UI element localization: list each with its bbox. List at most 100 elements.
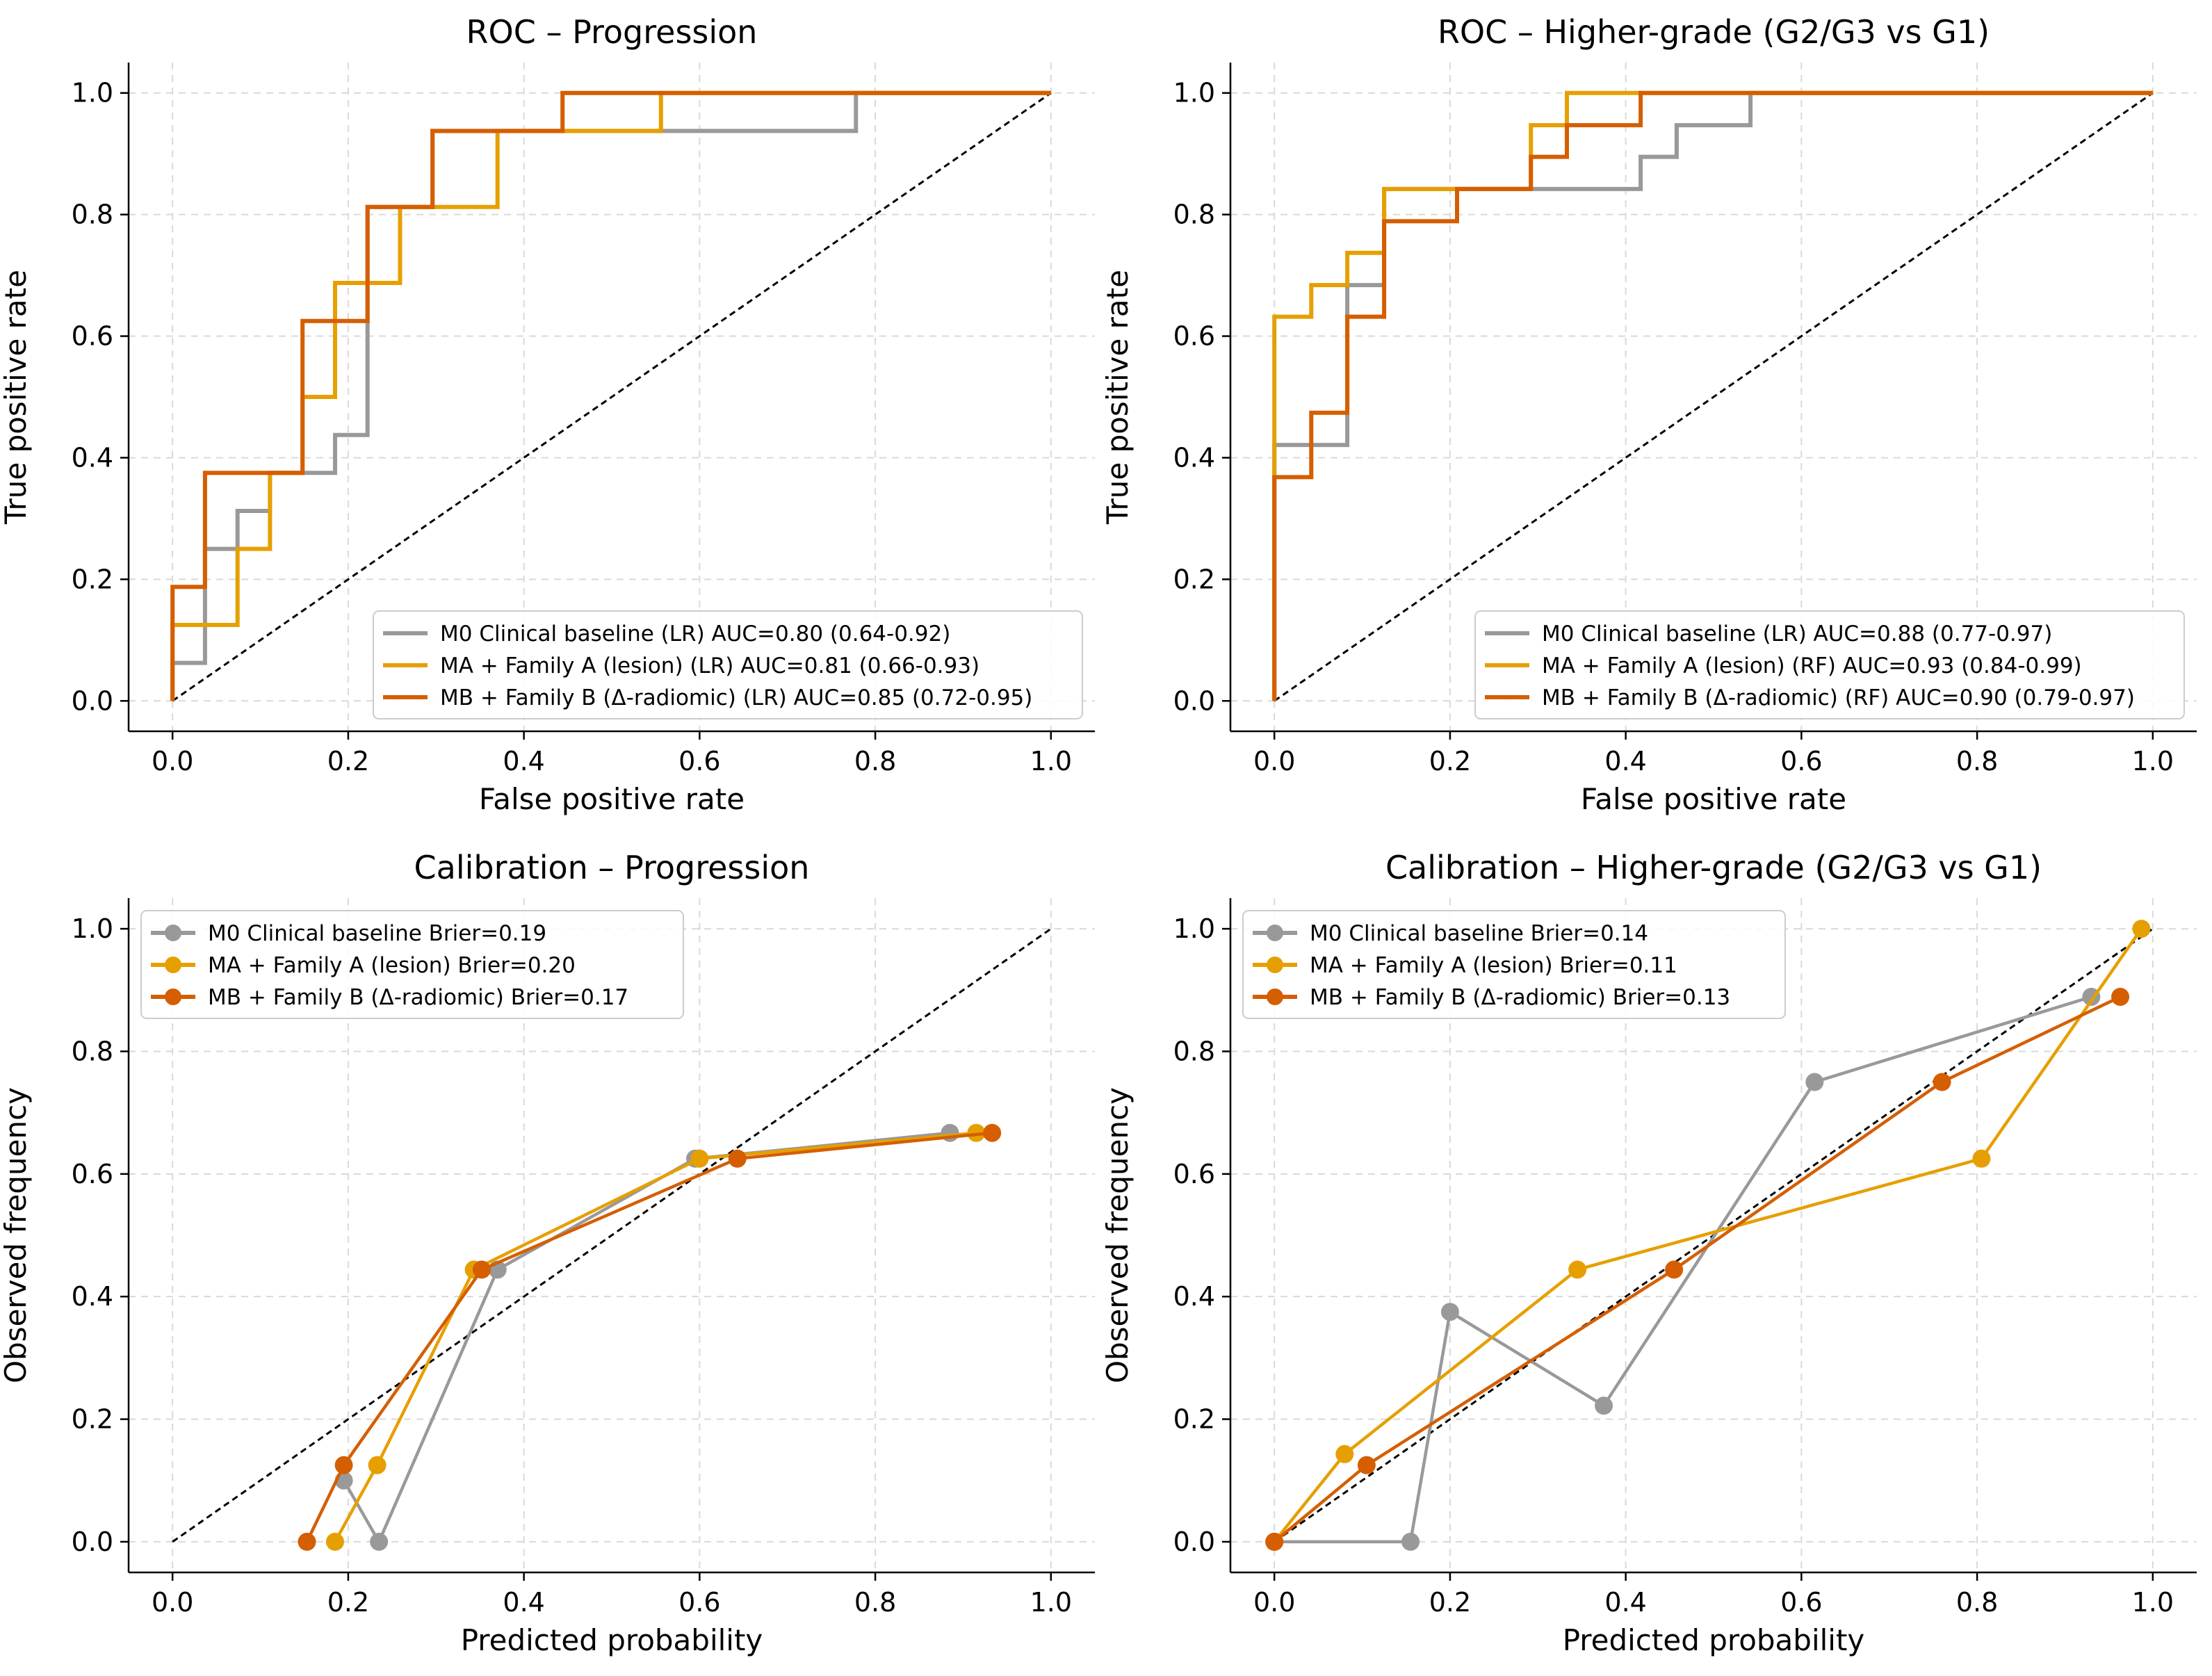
- data-point: [1933, 1073, 1951, 1091]
- legend-marker: [165, 925, 181, 941]
- diagonal-reference-line: [1274, 92, 2154, 702]
- data-point: [472, 1260, 491, 1279]
- series-line-2: [170, 90, 1051, 701]
- data-point: [2132, 920, 2151, 938]
- chart-panel-cal-progression: 0.0 0.2 0.4 0.6 0.8 1.0 0.0 0.2 0.4 0.6 0.8 1.0 Cali…: [0, 849, 1095, 1657]
- x-tick-label: 0.0: [152, 746, 193, 776]
- y-tick-label: 0.2: [1173, 1404, 1215, 1435]
- data-point: [1401, 1532, 1420, 1551]
- legend: M0 Clinical baseline Brier=0.19 MA + Fami…: [140, 910, 684, 1019]
- diagonal-reference-line: [172, 927, 1052, 1543]
- legend-box: [373, 610, 1083, 719]
- data-point: [690, 1149, 709, 1168]
- x-tick-label: 0.2: [327, 746, 369, 776]
- x-tick-label: 0.4: [503, 746, 544, 776]
- data-point: [325, 1532, 344, 1551]
- x-tick-label: 0.0: [1253, 746, 1295, 776]
- y-tick-label: 0.2: [1173, 564, 1215, 594]
- x-tick-label: 0.8: [854, 746, 896, 776]
- x-tick-label: 1.0: [2132, 1587, 2174, 1618]
- x-tick-label: 0.8: [854, 1587, 896, 1618]
- x-tick-label: 0.2: [1429, 746, 1471, 776]
- x-tick-label: 0.4: [1604, 746, 1646, 776]
- y-tick-label: 0.0: [1173, 1527, 1215, 1557]
- y-tick-label: 0.4: [1173, 442, 1215, 473]
- y-tick-label: 0.6: [1173, 1159, 1215, 1189]
- series-line-2: [1272, 90, 2153, 701]
- data-point: [1665, 1260, 1684, 1279]
- y-tick-label: 0.2: [72, 564, 113, 594]
- legend-marker: [1267, 988, 1283, 1005]
- data-point: [1265, 1532, 1284, 1551]
- y-tick-label: 0.0: [72, 1527, 113, 1557]
- data-point: [728, 1149, 747, 1168]
- legend: M0 Clinical baseline Brier=0.14 MA + Fami…: [1242, 910, 1786, 1019]
- legend-box: [140, 910, 684, 1019]
- data-point: [1357, 1456, 1376, 1474]
- y-tick-label: 0.8: [72, 200, 113, 230]
- x-tick-label: 0.6: [1780, 746, 1822, 776]
- y-tick-label: 0.4: [1173, 1281, 1215, 1312]
- legend-label: MB + Family B (Δ-radiomic) (LR) AUC=0.85…: [440, 685, 1032, 710]
- x-tick-label: 0.0: [152, 1587, 193, 1618]
- chart-panel-roc-grade: 0.0 0.2 0.4 0.6 0.8 1.0 0.0 0.2 0.4 0.6 0.8 1.0 ROC …: [1100, 13, 2197, 816]
- x-tick-label: 0.4: [1604, 1587, 1646, 1618]
- legend-label: MA + Family A (lesion) Brier=0.20: [208, 953, 576, 978]
- y-tick-label: 1.0: [72, 78, 113, 108]
- y-axis-label: True positive rate: [0, 270, 33, 525]
- y-tick-label: 1.0: [1173, 78, 1215, 108]
- y-tick-label: 1.0: [1173, 913, 1215, 944]
- y-tick-label: 0.4: [72, 442, 113, 473]
- y-tick-label: 0.0: [1173, 685, 1215, 716]
- data-point: [967, 1123, 986, 1142]
- legend-label: MA + Family A (lesion) (RF) AUC=0.93 (0.…: [1542, 653, 2082, 678]
- legend-label: M0 Clinical baseline (LR) AUC=0.80 (0.64…: [440, 621, 950, 646]
- x-tick-label: 1.0: [1030, 1587, 1072, 1618]
- x-tick-label: 0.6: [678, 1587, 720, 1618]
- y-tick-label: 0.8: [1173, 200, 1215, 230]
- legend-label: MB + Family B (Δ-radiomic) (RF) AUC=0.90…: [1542, 685, 2135, 710]
- legend: M0 Clinical baseline (LR) AUC=0.80 (0.64…: [373, 610, 1083, 719]
- y-tick-label: 0.8: [1173, 1036, 1215, 1066]
- series-line-0: [1274, 995, 2092, 1544]
- series-line-0: [1272, 90, 2153, 701]
- y-axis-label: Observed frequency: [0, 1087, 33, 1383]
- data-point: [2111, 987, 2130, 1006]
- legend-marker: [165, 957, 181, 973]
- data-point: [1568, 1260, 1587, 1279]
- x-axis-label: Predicted probability: [461, 1623, 763, 1657]
- y-tick-label: 0.8: [72, 1036, 113, 1066]
- y-tick-label: 0.6: [72, 321, 113, 352]
- legend-label: MB + Family B (Δ-radiomic) Brier=0.17: [208, 985, 628, 1010]
- data-point: [334, 1456, 353, 1474]
- x-tick-label: 0.0: [1253, 1587, 1295, 1618]
- legend-marker: [1267, 925, 1283, 941]
- legend-label: M0 Clinical baseline Brier=0.14: [1310, 921, 1648, 946]
- x-tick-label: 1.0: [1030, 746, 1072, 776]
- legend-box: [1242, 910, 1786, 1019]
- legend: M0 Clinical baseline (LR) AUC=0.88 (0.77…: [1474, 610, 2185, 719]
- data-point: [298, 1532, 316, 1551]
- chart-panel-cal-grade: 0.0 0.2 0.4 0.6 0.8 1.0 0.0 0.2 0.4 0.6 0.8 1.0 Cali…: [1100, 849, 2197, 1657]
- legend-label: M0 Clinical baseline Brier=0.19: [208, 921, 546, 946]
- x-tick-label: 0.8: [1956, 1587, 1998, 1618]
- x-tick-label: 0.6: [678, 746, 720, 776]
- legend-label: M0 Clinical baseline (LR) AUC=0.88 (0.77…: [1542, 621, 2052, 646]
- chart-panel-roc-progression: 0.0 0.2 0.4 0.6 0.8 1.0 0.0 0.2 0.4 0.6 0.8 1.0 ROC …: [0, 13, 1095, 816]
- y-axis-label: Observed frequency: [1100, 1087, 1135, 1383]
- data-point: [370, 1532, 389, 1551]
- y-tick-label: 0.0: [72, 685, 113, 716]
- data-point: [1335, 1445, 1354, 1463]
- legend-label: MA + Family A (lesion) Brier=0.11: [1310, 953, 1677, 978]
- x-tick-label: 1.0: [2132, 746, 2174, 776]
- x-tick-label: 0.8: [1956, 746, 1998, 776]
- x-tick-label: 0.2: [1429, 1587, 1471, 1618]
- legend-label: MA + Family A (lesion) (LR) AUC=0.81 (0.…: [440, 653, 979, 678]
- data-point: [1972, 1149, 1991, 1168]
- diagonal-reference-line: [172, 92, 1052, 702]
- chart-title: ROC – Higher-grade (G2/G3 vs G1): [1438, 13, 1990, 51]
- chart-title: Calibration – Higher-grade (G2/G3 vs G1): [1385, 849, 2042, 886]
- series-line-2: [1273, 995, 2122, 1543]
- data-point: [1440, 1303, 1459, 1321]
- x-axis-label: False positive rate: [479, 782, 745, 816]
